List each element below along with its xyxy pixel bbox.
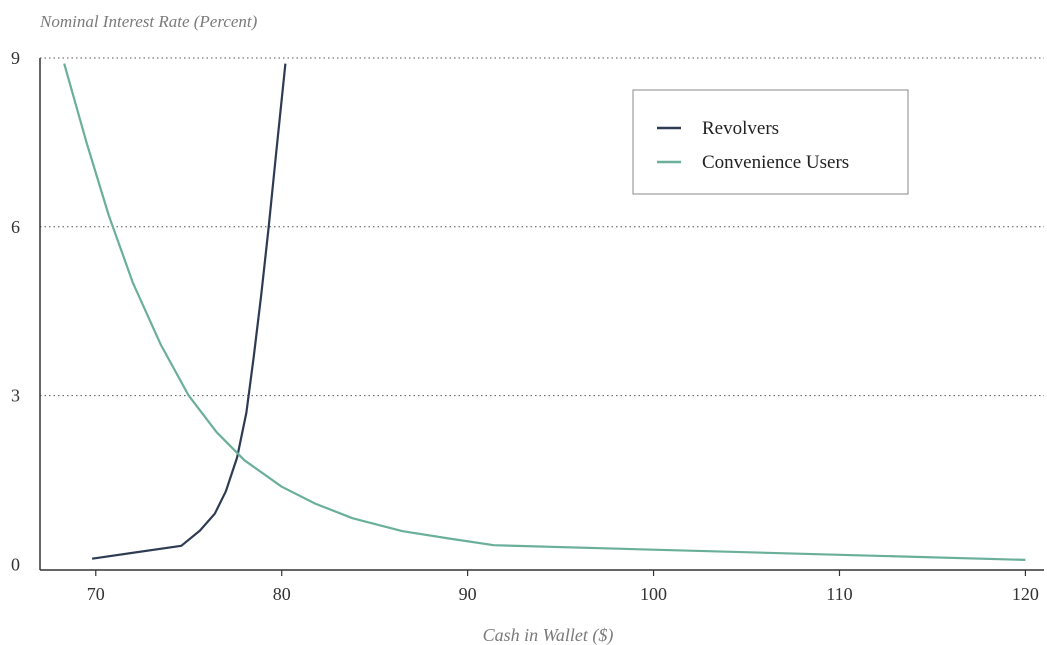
x-tick-label: 90 [459, 584, 477, 604]
series-line-revolvers [91, 63, 287, 560]
legend: Revolvers Convenience Users [632, 89, 909, 195]
y-tick-label: 6 [11, 217, 20, 237]
series-lines [63, 63, 1026, 561]
legend-box [632, 89, 909, 195]
x-tick-label: 120 [1012, 584, 1039, 604]
y-tick-labels: 0 3 6 9 [11, 48, 20, 574]
y-tick-label: 9 [11, 48, 20, 68]
y-axis-title: Nominal Interest Rate (Percent) [39, 12, 258, 31]
x-tick-labels: 70 80 90 100 110 120 [87, 570, 1039, 604]
legend-label-revolvers: Revolvers [702, 118, 779, 139]
x-tick-label: 80 [273, 584, 291, 604]
x-tick-label: 70 [87, 584, 105, 604]
x-axis-title: Cash in Wallet ($) [483, 625, 614, 645]
y-tick-label: 0 [11, 554, 20, 574]
x-tick-label: 100 [640, 584, 667, 604]
legend-label-convenience-users: Convenience Users [702, 152, 849, 173]
series-line-convenience-users [63, 63, 1026, 561]
gridlines [40, 57, 1044, 397]
x-tick-label: 110 [826, 584, 852, 604]
y-tick-label: 3 [11, 386, 20, 406]
